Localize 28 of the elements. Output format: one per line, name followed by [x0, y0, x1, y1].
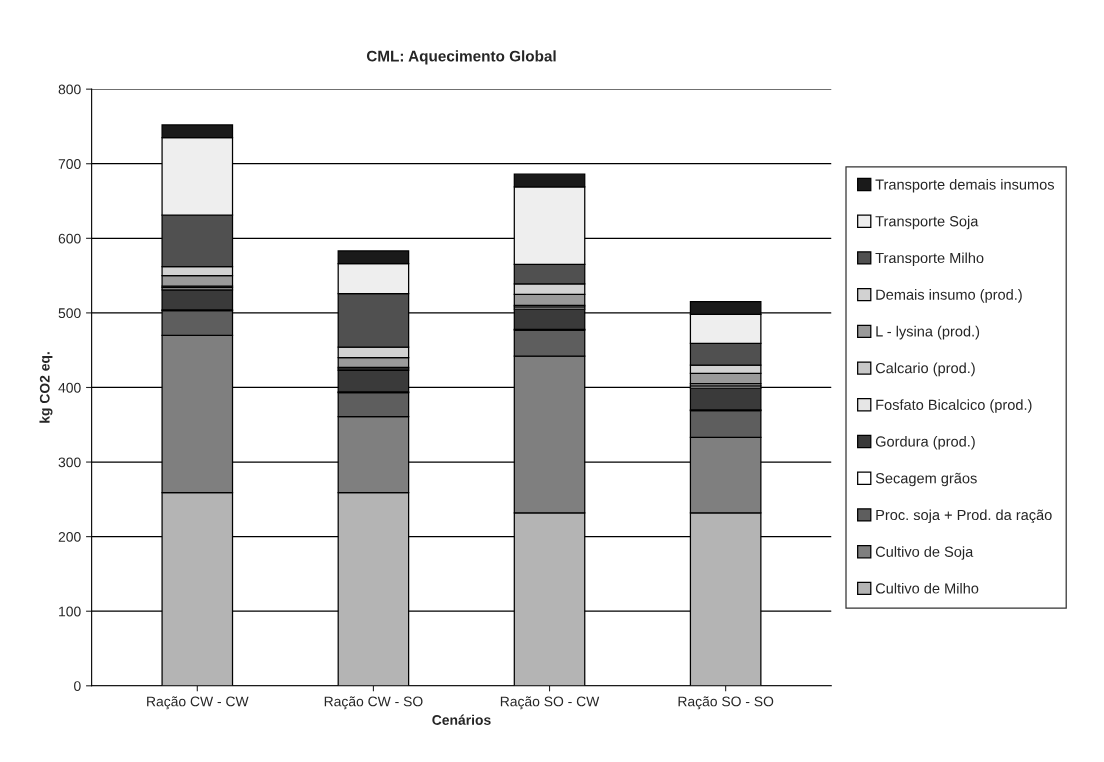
legend-label: Cultivo de Soja: [875, 546, 974, 560]
x-tick-label: Ração CW - CW: [147, 696, 249, 710]
y-tick-label: 600: [58, 233, 81, 244]
legend-label: Proc. soja + Prod. da ração: [876, 509, 1052, 524]
legend-label: Transporte Soja: [875, 215, 979, 230]
y-tick-label: 0: [74, 681, 81, 691]
legend-label: Cultivo de Milho: [875, 582, 979, 594]
x-tick-label: Ração SO - SO: [678, 696, 774, 710]
x-axis-title: Cenários: [432, 714, 491, 725]
y-tick-label: 400: [58, 382, 81, 393]
y-tick-label: 700: [58, 159, 81, 169]
legend-label: Secagem grãos: [875, 472, 977, 487]
chart-title: CML: Aquecimento Global: [366, 50, 556, 65]
legend-label: Fosfato Bicalcico (prod.): [876, 399, 1032, 413]
legend-label: Calcario (prod.): [875, 362, 975, 377]
y-tick-label: 500: [58, 308, 81, 319]
x-tick-label: Ração CW - SO: [324, 696, 423, 710]
y-tick-label: 300: [58, 457, 81, 468]
x-tick-label: Ração SO - CW: [500, 696, 600, 710]
legend-label: L - lysina (prod.): [876, 325, 980, 340]
y-tick-label: 100: [59, 606, 81, 617]
y-axis-title: kg CO2 eq.: [39, 352, 53, 423]
y-tick-label: 800: [58, 84, 81, 95]
legend-label: Transporte Milho: [875, 252, 984, 266]
legend-label: Demais insumo (prod.): [876, 289, 1022, 303]
legend-label: Gordura (prod.): [875, 435, 975, 450]
legend-label: Transporte demais insumos: [875, 178, 1055, 193]
y-tick-label: 200: [58, 531, 81, 542]
